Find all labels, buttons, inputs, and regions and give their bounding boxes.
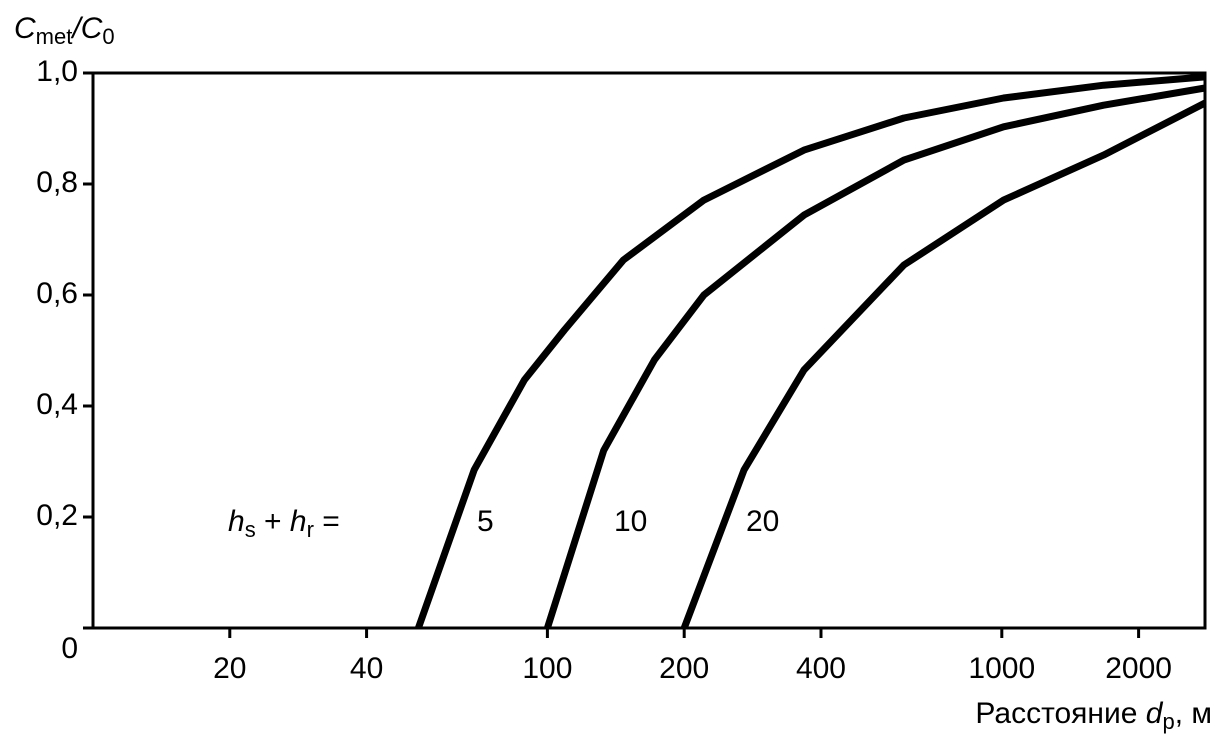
x-axis-label: Расстояние dp, м: [975, 697, 1212, 734]
series-label: 5: [477, 505, 494, 538]
line: [680, 99, 1207, 630]
series-label: 20: [746, 505, 779, 538]
series-label: 10: [614, 505, 647, 538]
x-tick-label: 40: [350, 652, 383, 685]
y-tick-label: 0,2: [36, 499, 78, 532]
y-tick-label: 0: [61, 632, 78, 665]
x-tick-label: 100: [522, 652, 572, 685]
y-tick-label: 1,0: [36, 55, 78, 88]
x-tick-label: 20: [213, 652, 246, 685]
y-tick-label: 0,4: [36, 388, 78, 421]
line: [544, 84, 1206, 630]
x-tick-label: 400: [796, 652, 846, 685]
x-tick-label: 1000: [968, 652, 1035, 685]
line: [415, 73, 1206, 630]
y-axis-label: Cmet/C0: [14, 12, 115, 49]
plot-frame: [91, 71, 1207, 630]
x-tick-label: 2000: [1105, 652, 1172, 685]
y-tick-label: 0,8: [36, 166, 78, 199]
annotation: hs + hr =: [228, 505, 340, 542]
x-tick-label: 200: [659, 652, 709, 685]
y-tick-label: 0,6: [36, 277, 78, 310]
